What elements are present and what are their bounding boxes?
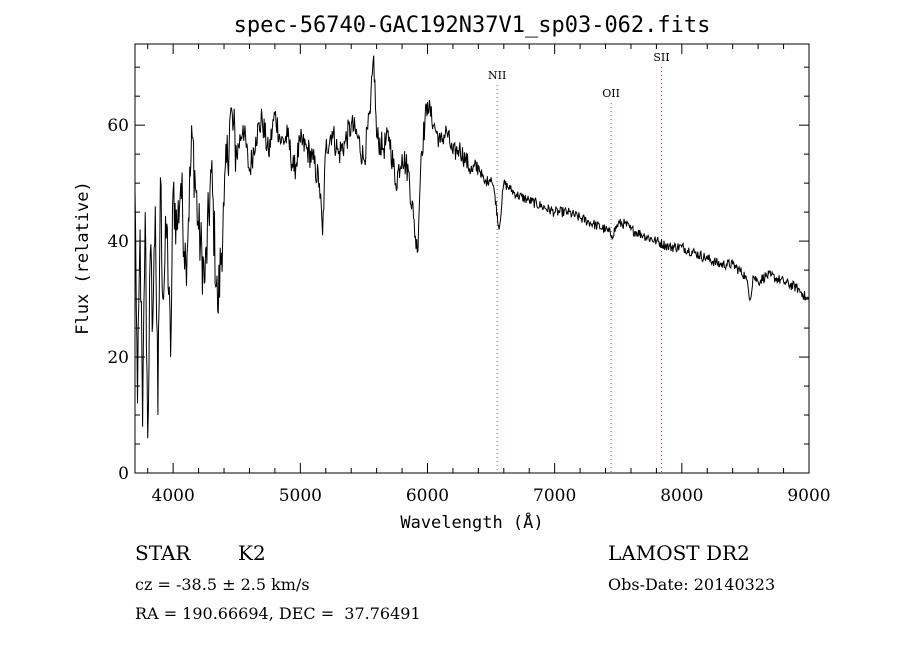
spectrum-line [134,55,810,473]
annotation-layer: NII OII SII [488,51,670,473]
plot-frame [134,43,810,474]
y-tick-label: 20 [107,348,129,368]
x-tick-label: 5000 [279,486,322,506]
x-tick-label: 4000 [152,486,195,506]
sky-coordinates: RA = 190.66694, DEC = 37.76491 [135,604,421,623]
line-label-nii: NII [488,69,506,82]
y-tick-label: 60 [107,116,129,136]
chart-title: spec-56740-GAC192N37V1_sp03-062.fits [234,13,711,38]
object-class: STAR [135,541,191,565]
x-tick-label: 9000 [787,486,830,506]
y-tick-label: 40 [107,232,129,252]
y-tick-label: 0 [118,464,129,484]
y-axis-label: Flux (relative) [73,181,93,335]
x-tick-label: 6000 [406,486,449,506]
line-label-oii: OII [602,87,620,100]
x-tick-label: 7000 [533,486,576,506]
x-tick-label: 8000 [660,486,703,506]
tick-layer: 4000 5000 6000 7000 8000 9000 0 20 40 60 [107,44,831,506]
survey-name: LAMOST DR2 [608,541,750,565]
object-subclass: K2 [238,541,266,565]
line-label-sii: SII [653,51,669,64]
observation-date: Obs-Date: 20140323 [608,575,776,594]
x-axis-label: Wavelength (Å) [400,511,543,533]
redshift-velocity: cz = -38.5 ± 2.5 km/s [135,575,310,594]
